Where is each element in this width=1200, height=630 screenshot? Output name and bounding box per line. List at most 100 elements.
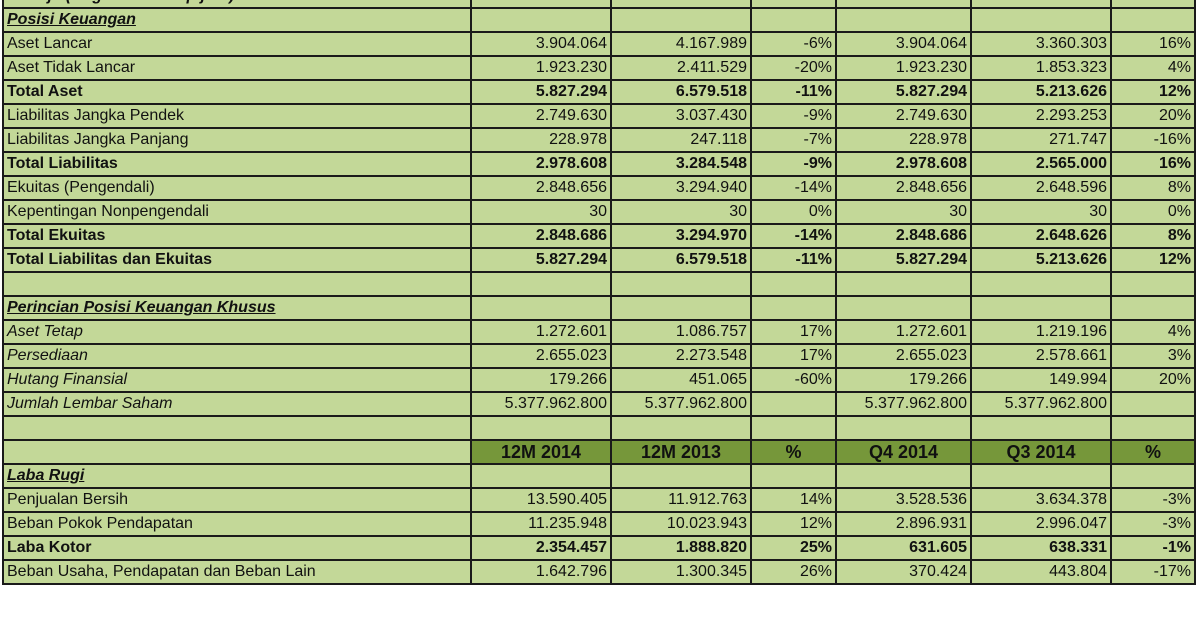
cell-value[interactable]: 2.848.656 — [835, 175, 972, 201]
cell-value[interactable]: 228.978 — [470, 127, 612, 153]
cell-value[interactable]: 1.219.196 — [970, 319, 1112, 345]
cell-value[interactable]: 1.272.601 — [835, 319, 972, 345]
cell-value[interactable]: 30 — [470, 199, 612, 225]
cell-value[interactable]: -6% — [750, 31, 837, 57]
cell-value[interactable]: 25% — [750, 535, 837, 561]
cell-value[interactable] — [750, 7, 837, 33]
cell-value[interactable]: 5.377.962.800 — [610, 391, 752, 417]
cell-value[interactable] — [835, 271, 972, 297]
column-header[interactable]: 12M 2014 — [470, 439, 612, 465]
row-label[interactable]: Kinerja (Angka dalam Rp juta) — [2, 0, 472, 9]
cell-value[interactable]: -7% — [750, 127, 837, 153]
row-label[interactable]: Aset Lancar — [2, 31, 472, 57]
cell-value[interactable]: 13.590.405 — [470, 487, 612, 513]
cell-value[interactable]: 0% — [750, 199, 837, 225]
cell-value[interactable]: 1.300.345 — [610, 559, 752, 585]
row-label[interactable]: Laba Kotor — [2, 535, 472, 561]
cell-value[interactable]: 0% — [1110, 199, 1196, 225]
cell-value[interactable]: 16% — [1110, 151, 1196, 177]
row-label[interactable]: Total Liabilitas dan Ekuitas — [2, 247, 472, 273]
cell-value[interactable]: 2.996.047 — [970, 511, 1112, 537]
cell-value[interactable]: -9% — [750, 103, 837, 129]
row-label[interactable]: Liabilitas Jangka Panjang — [2, 127, 472, 153]
cell-value[interactable] — [970, 0, 1112, 9]
cell-value[interactable]: 2.565.000 — [970, 151, 1112, 177]
row-label[interactable]: Total Aset — [2, 79, 472, 105]
cell-value[interactable]: 5.827.294 — [470, 247, 612, 273]
cell-value[interactable]: 1.642.796 — [470, 559, 612, 585]
cell-value[interactable]: 3.294.940 — [610, 175, 752, 201]
row-label[interactable]: Total Liabilitas — [2, 151, 472, 177]
cell-value[interactable]: 1.923.230 — [470, 55, 612, 81]
cell-value[interactable] — [750, 271, 837, 297]
cell-value[interactable]: 228.978 — [835, 127, 972, 153]
cell-value[interactable] — [835, 463, 972, 489]
cell-value[interactable] — [970, 295, 1112, 321]
cell-value[interactable]: 2.655.023 — [470, 343, 612, 369]
cell-value[interactable]: 2.848.686 — [835, 223, 972, 249]
cell-value[interactable]: 20% — [1110, 103, 1196, 129]
cell-value[interactable]: 20% — [1110, 367, 1196, 393]
cell-value[interactable]: -9% — [750, 151, 837, 177]
cell-value[interactable]: 17% — [750, 319, 837, 345]
cell-value[interactable]: 3.634.378 — [970, 487, 1112, 513]
cell-value[interactable]: 1.853.323 — [970, 55, 1112, 81]
cell-value[interactable]: 247.118 — [610, 127, 752, 153]
cell-value[interactable]: 1.272.601 — [470, 319, 612, 345]
cell-value[interactable] — [835, 415, 972, 441]
cell-value[interactable]: 149.994 — [970, 367, 1112, 393]
cell-value[interactable]: 2.648.626 — [970, 223, 1112, 249]
cell-value[interactable]: 631.605 — [835, 535, 972, 561]
cell-value[interactable] — [470, 463, 612, 489]
cell-value[interactable] — [1110, 295, 1196, 321]
cell-value[interactable] — [470, 295, 612, 321]
cell-value[interactable] — [610, 7, 752, 33]
row-label[interactable]: Aset Tidak Lancar — [2, 55, 472, 81]
cell-value[interactable] — [970, 415, 1112, 441]
cell-value[interactable]: 4% — [1110, 319, 1196, 345]
cell-value[interactable]: 3.037.430 — [610, 103, 752, 129]
cell-value[interactable]: 30 — [970, 199, 1112, 225]
cell-value[interactable]: 26% — [750, 559, 837, 585]
cell-value[interactable] — [610, 415, 752, 441]
cell-value[interactable]: 3.294.970 — [610, 223, 752, 249]
cell-value[interactable]: 5.827.294 — [470, 79, 612, 105]
cell-value[interactable]: 3.284.548 — [610, 151, 752, 177]
column-header[interactable]: % — [750, 439, 837, 465]
cell-value[interactable]: 3.904.064 — [835, 31, 972, 57]
cell-value[interactable]: 6.579.518 — [610, 79, 752, 105]
cell-value[interactable]: 443.804 — [970, 559, 1112, 585]
cell-value[interactable] — [750, 391, 837, 417]
row-label[interactable]: Posisi Keuangan — [2, 7, 472, 33]
cell-value[interactable]: 30 — [835, 199, 972, 225]
cell-value[interactable] — [970, 271, 1112, 297]
cell-value[interactable]: 17% — [750, 343, 837, 369]
cell-value[interactable]: 12% — [1110, 79, 1196, 105]
cell-value[interactable] — [610, 295, 752, 321]
cell-value[interactable]: 2.578.661 — [970, 343, 1112, 369]
cell-value[interactable] — [1110, 7, 1196, 33]
row-label[interactable] — [2, 439, 472, 465]
cell-value[interactable]: -14% — [750, 175, 837, 201]
row-label[interactable]: Perincian Posisi Keuangan Khusus — [2, 295, 472, 321]
cell-value[interactable]: 2.749.630 — [835, 103, 972, 129]
cell-value[interactable]: 3% — [1110, 343, 1196, 369]
cell-value[interactable] — [835, 295, 972, 321]
cell-value[interactable]: -16% — [1110, 127, 1196, 153]
cell-value[interactable]: -14% — [750, 223, 837, 249]
cell-value[interactable] — [1110, 391, 1196, 417]
cell-value[interactable]: 5.213.626 — [970, 247, 1112, 273]
cell-value[interactable]: -3% — [1110, 511, 1196, 537]
cell-value[interactable]: 2.411.529 — [610, 55, 752, 81]
row-label[interactable]: Aset Tetap — [2, 319, 472, 345]
cell-value[interactable]: -20% — [750, 55, 837, 81]
cell-value[interactable] — [1110, 463, 1196, 489]
cell-value[interactable] — [750, 0, 837, 9]
cell-value[interactable]: 11.912.763 — [610, 487, 752, 513]
cell-value[interactable] — [970, 463, 1112, 489]
cell-value[interactable]: 2.848.686 — [470, 223, 612, 249]
row-label[interactable]: Jumlah Lembar Saham — [2, 391, 472, 417]
cell-value[interactable]: 5.377.962.800 — [970, 391, 1112, 417]
cell-value[interactable] — [610, 463, 752, 489]
cell-value[interactable]: 2.273.548 — [610, 343, 752, 369]
